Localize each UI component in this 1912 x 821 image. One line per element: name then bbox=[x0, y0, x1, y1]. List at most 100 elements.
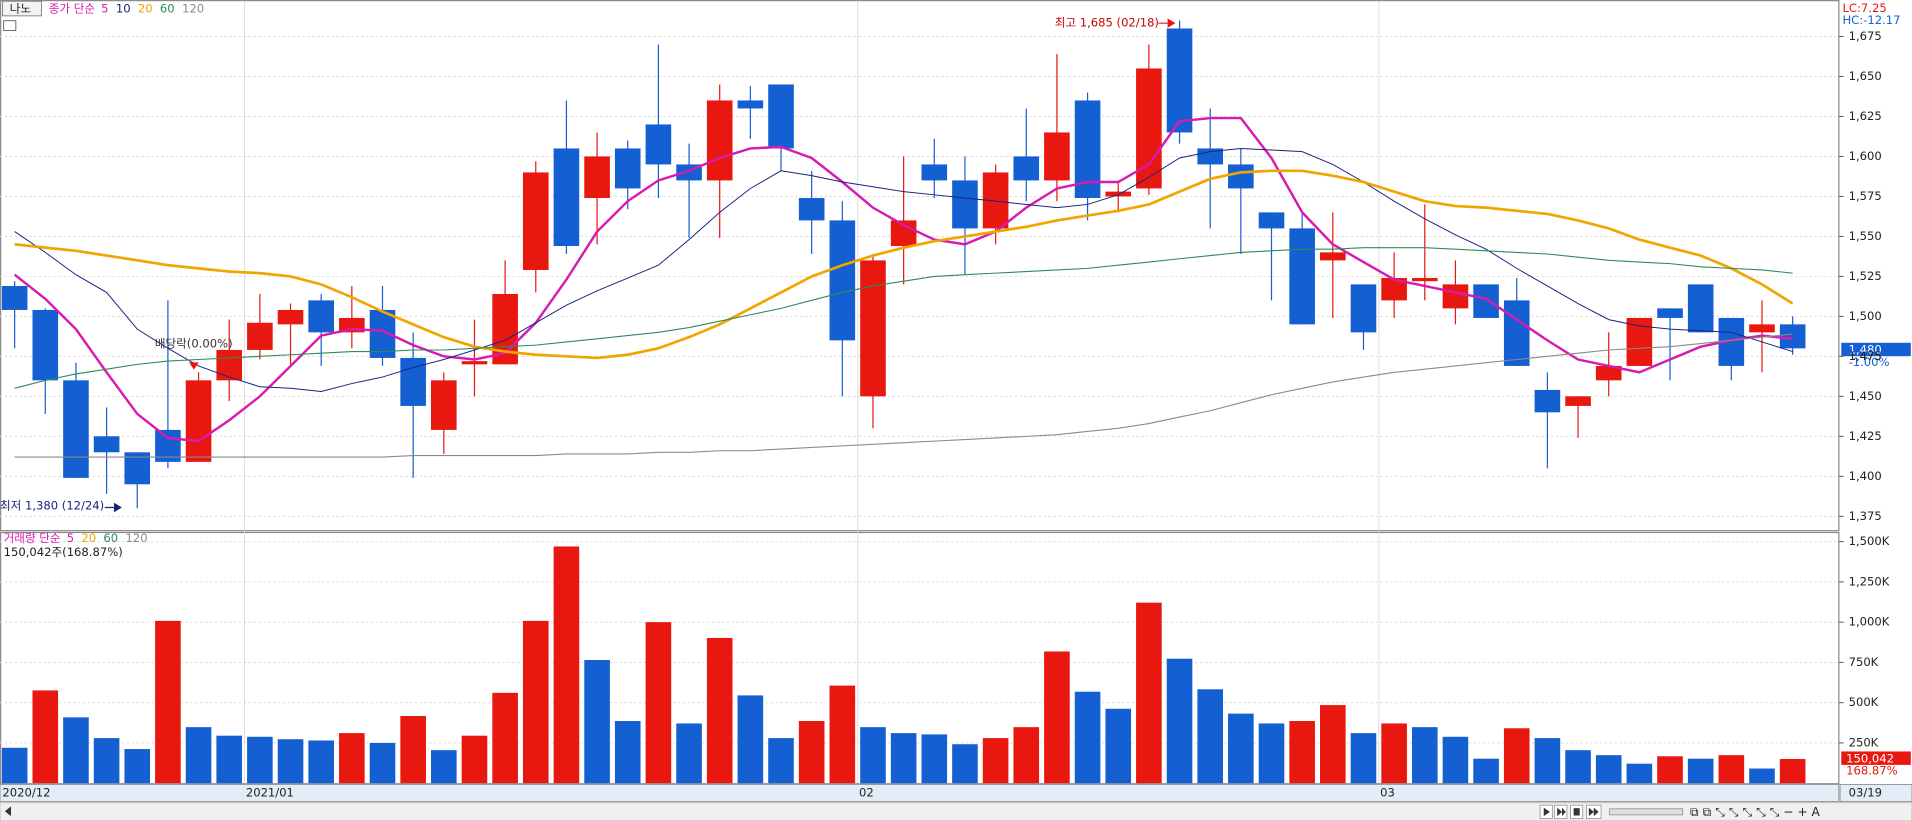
volume-bar bbox=[921, 734, 948, 784]
volume-bar bbox=[1779, 759, 1806, 784]
volume-bar bbox=[1565, 750, 1591, 784]
last-change: -1.00% bbox=[1849, 355, 1890, 369]
candle-body bbox=[1442, 284, 1469, 309]
candle-body bbox=[400, 357, 426, 406]
volume-bar bbox=[461, 735, 488, 784]
x-tick-label: 2021/01 bbox=[246, 785, 294, 799]
candle-body bbox=[1473, 284, 1499, 318]
y-tick-label: 1,375 bbox=[1849, 509, 1882, 523]
last-volume: 150,042 bbox=[1846, 751, 1894, 765]
y-tick-label: 1,000K bbox=[1849, 615, 1890, 629]
y-tick-label: 1,250K bbox=[1849, 574, 1890, 588]
hc-label: HC:-12.17 bbox=[1842, 13, 1900, 27]
candle-body bbox=[1626, 317, 1653, 366]
candle-body bbox=[860, 260, 886, 397]
candle-body bbox=[1595, 365, 1622, 381]
dividend-marker bbox=[189, 362, 199, 370]
scroll-left[interactable] bbox=[4, 806, 11, 817]
low-arrow bbox=[104, 502, 122, 513]
candle-body bbox=[461, 361, 488, 365]
lc-label: LC:7.25 bbox=[1842, 1, 1886, 15]
candle-body bbox=[308, 300, 334, 333]
y-tick-label: 1,650 bbox=[1849, 69, 1882, 83]
candle-body bbox=[829, 220, 856, 341]
candle-body bbox=[645, 124, 672, 165]
volume-bar bbox=[1534, 738, 1561, 784]
dividend-annotation: 배당락(0.00%) bbox=[155, 337, 233, 351]
legend-item: 120 bbox=[182, 2, 204, 16]
candle-body bbox=[952, 180, 978, 229]
low-annotation: 최저 1,380 (12/24) bbox=[0, 499, 104, 513]
volume-bar bbox=[1411, 727, 1438, 784]
candle-body bbox=[1411, 277, 1438, 282]
candle-body bbox=[1289, 228, 1315, 325]
grid-icon[interactable] bbox=[3, 20, 17, 31]
volume-summary: 150,042주(168.87%) bbox=[4, 545, 123, 559]
volume-bar bbox=[247, 736, 273, 784]
candle-body bbox=[1320, 252, 1346, 261]
symbol-box[interactable] bbox=[2, 0, 42, 17]
moving-average bbox=[14, 169, 1794, 360]
volume-bar bbox=[1503, 728, 1530, 784]
volume-panel bbox=[0, 531, 1840, 785]
moving-average bbox=[14, 333, 1793, 458]
y-tick-label: 1,450 bbox=[1849, 389, 1882, 403]
volume-bar bbox=[768, 738, 794, 784]
candle-body bbox=[584, 156, 610, 199]
volume-bar bbox=[400, 716, 426, 784]
y-tick-label: 1,600 bbox=[1849, 149, 1882, 163]
candle-body bbox=[798, 198, 825, 221]
legend-label: 종가 단순 bbox=[49, 2, 96, 16]
volume-bar bbox=[798, 721, 825, 784]
volume-bar bbox=[1105, 708, 1132, 784]
candle-body bbox=[1166, 28, 1193, 133]
candle-body bbox=[1657, 308, 1683, 318]
candle-body bbox=[1687, 284, 1714, 333]
symbol: 나노 bbox=[10, 2, 32, 16]
last-ratio: 168.87% bbox=[1846, 763, 1898, 777]
candle-body bbox=[706, 100, 733, 181]
candle-body bbox=[522, 172, 549, 270]
x-axis-bar bbox=[0, 783, 1840, 802]
y-tick-label: 250K bbox=[1849, 735, 1879, 749]
plot-layer bbox=[0, 1, 1839, 784]
volume-bar bbox=[1, 747, 28, 784]
candle-body bbox=[277, 309, 304, 325]
y-tick-label: 1,500 bbox=[1849, 309, 1882, 323]
x-tick-label: 2020/12 bbox=[2, 785, 50, 799]
y-tick-label: 1,675 bbox=[1849, 29, 1882, 43]
candle-body bbox=[1197, 148, 1223, 165]
volume-bar bbox=[369, 742, 396, 784]
scroll-controls[interactable]: ⧉ ⧉ ⤡ ⤡ ⤡ ⤡ ⤡ − + A bbox=[1539, 804, 1820, 819]
volume-bar bbox=[1350, 733, 1377, 784]
volume-bar bbox=[1473, 758, 1499, 784]
candle-body bbox=[1350, 284, 1377, 333]
volume-bar bbox=[1595, 755, 1622, 784]
legend-item: 60 bbox=[160, 2, 175, 16]
volume-bar bbox=[737, 695, 764, 784]
candle-body bbox=[185, 380, 212, 462]
moving-average bbox=[13, 116, 1793, 443]
y-tick-label: 1,625 bbox=[1849, 109, 1882, 123]
legend-item: 20 bbox=[138, 2, 153, 16]
volume-bar bbox=[1197, 689, 1223, 784]
scroll-bar[interactable] bbox=[0, 802, 1912, 821]
moving-average bbox=[14, 247, 1793, 389]
volume-bar bbox=[277, 739, 304, 784]
candle-body bbox=[216, 349, 243, 381]
volume-bar bbox=[155, 620, 181, 784]
volume-bar bbox=[93, 738, 120, 784]
candle-body bbox=[1534, 389, 1561, 413]
date-box bbox=[1839, 783, 1912, 802]
volume-bar bbox=[584, 659, 610, 784]
candle-body bbox=[614, 148, 641, 189]
volume-bar bbox=[645, 622, 672, 784]
volume-bar bbox=[124, 749, 151, 784]
volume-bar bbox=[339, 733, 365, 784]
high-annotation: 최고 1,685 (02/18) bbox=[1055, 16, 1159, 30]
y-tick-label: 750K bbox=[1849, 655, 1879, 669]
volume-bar bbox=[1381, 723, 1407, 784]
volume-bar bbox=[1657, 756, 1683, 784]
candle-body bbox=[63, 380, 89, 478]
